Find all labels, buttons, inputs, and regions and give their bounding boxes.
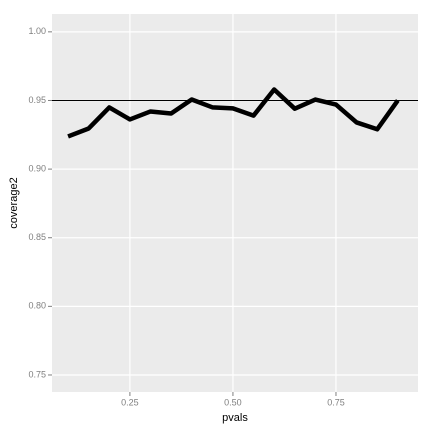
y-tick-label: 0.95 [28, 95, 46, 105]
y-tick-label: 0.85 [28, 232, 46, 242]
plot-panel [52, 14, 418, 392]
y-tick-label: 0.75 [28, 369, 46, 379]
x-axis-title: pvals [222, 412, 248, 424]
x-tick-label: 0.75 [327, 397, 345, 407]
x-tick-label: 0.50 [224, 397, 242, 407]
y-tick-label: 0.90 [28, 163, 46, 173]
y-tick-label: 1.00 [28, 26, 46, 36]
data-line [67, 87, 400, 139]
x-tick-label: 0.25 [121, 397, 139, 407]
y-tick-label: 0.80 [28, 301, 46, 311]
y-axis-title: coverage2 [8, 177, 20, 228]
